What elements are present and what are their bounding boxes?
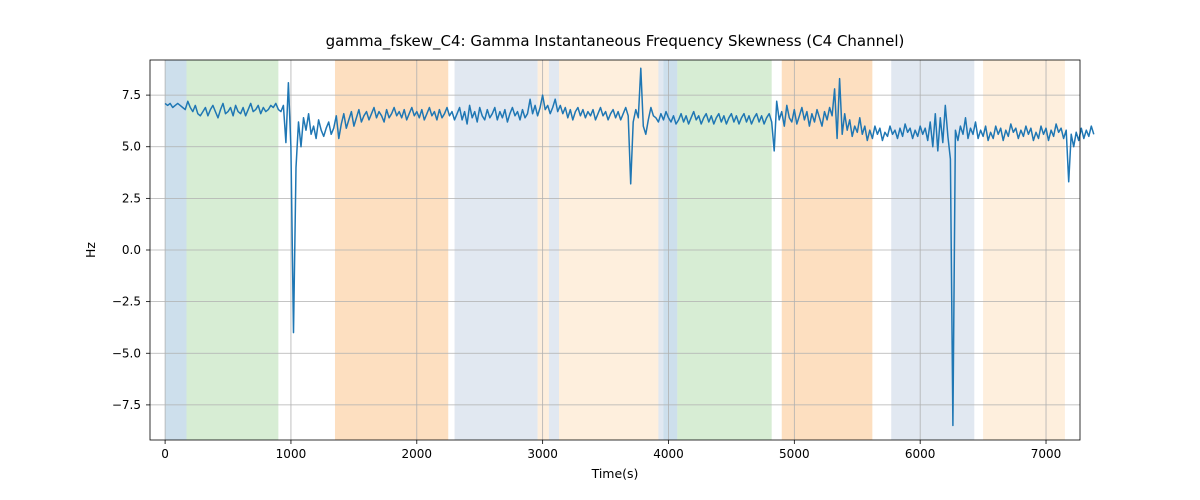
chart-title: gamma_fskew_C4: Gamma Instantaneous Freq… xyxy=(326,32,905,51)
x-tick-label: 4000 xyxy=(653,447,684,461)
x-tick-label: 3000 xyxy=(527,447,558,461)
x-tick-label: 6000 xyxy=(905,447,936,461)
x-tick-label: 2000 xyxy=(402,447,433,461)
chart-svg: gamma_fskew_C4: Gamma Instantaneous Freq… xyxy=(0,0,1200,500)
chart-container: gamma_fskew_C4: Gamma Instantaneous Freq… xyxy=(0,0,1200,500)
x-axis-label: Time(s) xyxy=(591,466,639,481)
y-tick-label: 7.5 xyxy=(122,88,141,102)
x-tick-label: 1000 xyxy=(276,447,307,461)
y-tick-label: −7.5 xyxy=(112,398,141,412)
x-tick-label: 7000 xyxy=(1031,447,1062,461)
y-tick-label: −2.5 xyxy=(112,295,141,309)
y-tick-label: 5.0 xyxy=(122,140,141,154)
x-tick-label: 0 xyxy=(161,447,169,461)
y-tick-label: 0.0 xyxy=(122,243,141,257)
y-tick-label: 2.5 xyxy=(122,191,141,205)
y-tick-label: −5.0 xyxy=(112,346,141,360)
x-tick-label: 5000 xyxy=(779,447,810,461)
y-axis-label: Hz xyxy=(83,242,98,258)
